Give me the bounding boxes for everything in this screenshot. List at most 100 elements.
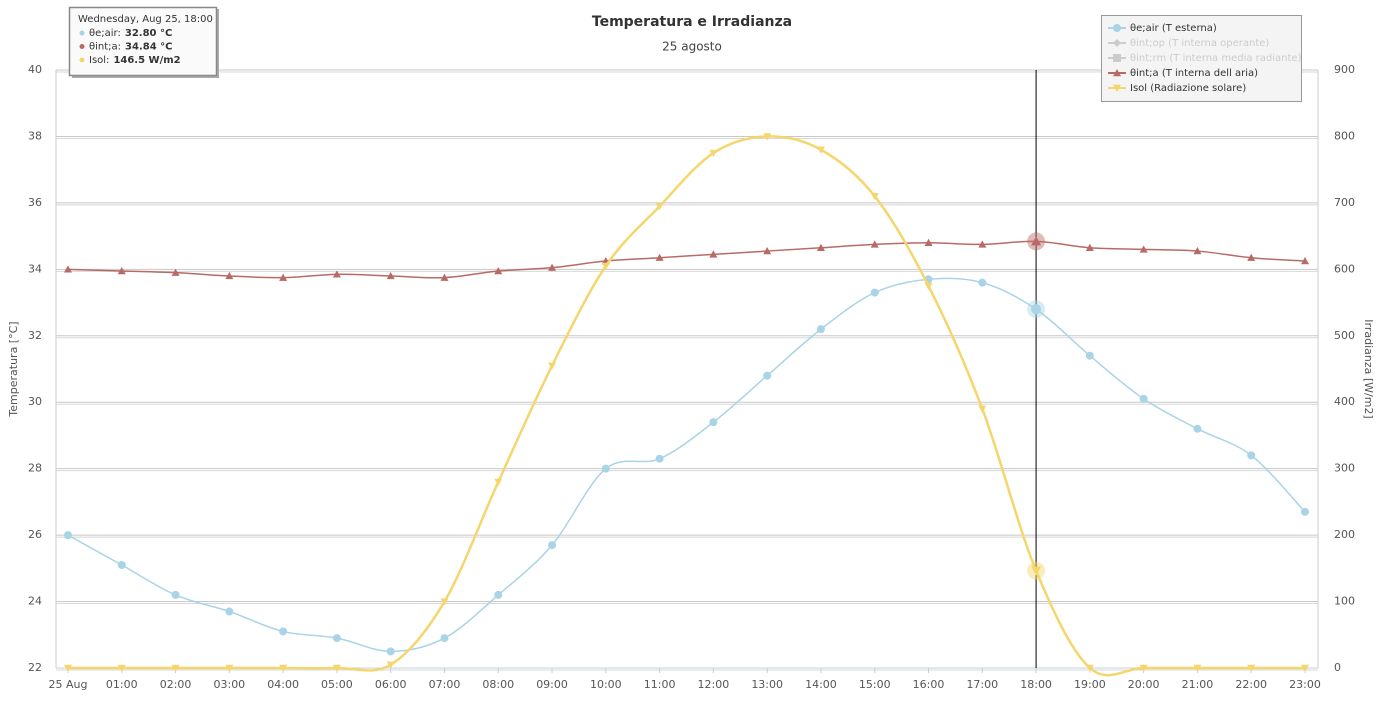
x-tick-label: 17:00: [966, 678, 998, 691]
point: [601, 464, 610, 473]
point: [332, 664, 341, 672]
point: [870, 193, 879, 201]
x-tick-label: 01:00: [106, 678, 138, 691]
y2-axis-title: Irradianza [W/m2]: [1362, 319, 1375, 418]
point: [64, 265, 72, 273]
point: [548, 362, 557, 370]
point: [494, 266, 503, 275]
x-tick-label: 14:00: [805, 678, 837, 691]
point: [978, 240, 987, 248]
legend-label: θint;rm (T interna media radiante): [1130, 53, 1302, 64]
y2-tick-label: 700: [1334, 196, 1355, 209]
tooltip-value: 34.84 °C: [125, 42, 172, 53]
point: [978, 405, 987, 413]
x-tick-label: 15:00: [859, 678, 891, 691]
point: [117, 266, 126, 275]
x-tick-label: 09:00: [536, 678, 568, 691]
x-tick-label: 04:00: [267, 678, 299, 691]
tooltip-label: Isol:: [89, 55, 109, 66]
point: [440, 273, 449, 281]
x-tick-label: 08:00: [482, 678, 514, 691]
point: [332, 270, 341, 278]
point: [279, 664, 288, 672]
y-tick-label: 32: [28, 329, 42, 342]
legend-box: [1101, 15, 1302, 102]
y-tick-label: 26: [28, 528, 42, 541]
point: [870, 288, 879, 297]
point: [225, 607, 234, 616]
point: [1139, 394, 1148, 403]
tooltip-dot: [79, 57, 85, 63]
y2-tick-label: 200: [1334, 528, 1355, 541]
point: [924, 282, 933, 290]
point: [763, 247, 772, 255]
point: [1301, 257, 1309, 265]
point: [225, 271, 234, 280]
point: [763, 133, 772, 141]
tooltip-value: 146.5 W/m2: [113, 55, 180, 66]
x-tick-label: 18:00: [1020, 678, 1052, 691]
point: [1139, 664, 1148, 672]
point: [386, 271, 395, 280]
point: [386, 647, 395, 656]
legend-marker: [1113, 54, 1121, 62]
point: [171, 590, 180, 599]
x-tick-label: 05:00: [321, 678, 353, 691]
y2-tick-label: 900: [1334, 63, 1355, 76]
point: [763, 371, 772, 380]
tooltip-box: [68, 6, 218, 77]
point: [1193, 664, 1202, 672]
point: [64, 531, 72, 540]
point: [225, 664, 234, 672]
point: [494, 590, 503, 599]
x-tick-label: 11:00: [644, 678, 676, 691]
legend-label: θint;a (T interna dell aria): [1130, 68, 1258, 79]
point: [816, 146, 825, 154]
x-tick-label: 10:00: [590, 678, 622, 691]
series-line: [67, 277, 1306, 653]
point: [1031, 304, 1042, 315]
y-tick-label: 22: [28, 661, 42, 674]
x-tick-label: 19:00: [1074, 678, 1106, 691]
legend-marker: [1113, 39, 1121, 47]
tooltip-item: θe;air: 32.80 °C: [89, 28, 172, 39]
point: [709, 250, 718, 258]
point: [64, 664, 72, 672]
x-tick-label: 23:00: [1289, 678, 1321, 691]
point: [1031, 566, 1042, 576]
x-tick-label: 20:00: [1128, 678, 1160, 691]
series-line: [67, 240, 1306, 279]
point: [655, 203, 664, 211]
y2-tick-label: 400: [1334, 395, 1355, 408]
point: [117, 561, 126, 570]
point: [709, 418, 718, 427]
x-tick-label: 21:00: [1182, 678, 1214, 691]
x-tick-label: 12:00: [698, 678, 730, 691]
legend-label: Isol (Radiazione solare): [1130, 83, 1246, 94]
tooltip-item: θint;a: 34.84 °C: [89, 42, 172, 53]
y2-tick-label: 600: [1334, 262, 1355, 275]
chart-title: Temperatura e Irradianza: [592, 14, 792, 30]
tooltip-value: 32.80 °C: [125, 28, 172, 39]
point: [870, 240, 879, 248]
point: [1085, 351, 1094, 360]
legend: θe;air (T esterna) θint;op (T interna ope…: [1101, 15, 1302, 102]
tooltip-dot: [79, 30, 85, 36]
point: [655, 454, 664, 463]
y2-tick-label: 500: [1334, 329, 1355, 342]
point: [332, 634, 341, 643]
point: [601, 262, 610, 271]
series-line: [68, 135, 1305, 677]
y-tick-label: 38: [28, 129, 42, 142]
point: [171, 268, 180, 276]
point: [1139, 245, 1148, 253]
chart-subtitle: 25 agosto: [662, 40, 722, 54]
x-tick-label: 25 Aug: [49, 678, 88, 691]
point: [709, 149, 718, 158]
y-tick-label: 40: [28, 63, 42, 76]
point: [1031, 236, 1042, 246]
legend-label: θint;op (T interna operante): [1130, 38, 1269, 49]
point: [440, 634, 449, 643]
point: [978, 278, 987, 287]
